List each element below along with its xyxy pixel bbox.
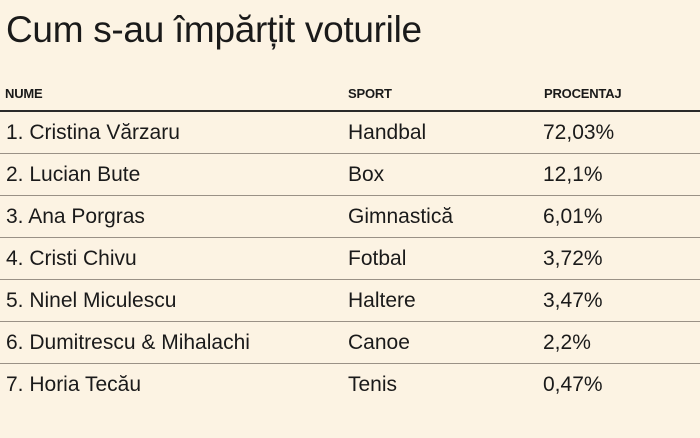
row-sport: Haltere [348,289,416,312]
row-name: 2. Lucian Bute [6,163,141,186]
row-sport: Canoe [348,331,410,354]
row-name: 4. Cristi Chivu [6,247,137,270]
column-header-name: NUME [5,86,43,101]
table-row: 2. Lucian Bute Box 12,1% [0,154,700,196]
table-row: 3. Ana Porgras Gimnastică 6,01% [0,196,700,238]
table-row: 1. Cristina Vărzaru Handbal 72,03% [0,112,700,154]
row-percent: 3,47% [543,289,603,312]
row-percent: 2,2% [543,331,591,354]
row-percent: 3,72% [543,247,603,270]
table-row: 5. Ninel Miculescu Haltere 3,47% [0,280,700,322]
row-name: 1. Cristina Vărzaru [6,121,180,144]
page-title: Cum s-au împărțit voturile [6,9,422,50]
row-name: 7. Horia Tecău [6,373,142,396]
row-percent: 6,01% [543,205,603,228]
row-sport: Gimnastică [348,205,454,228]
table-row: 6. Dumitrescu & Mihalachi Canoe 2,2% [0,322,700,364]
row-percent: 0,47% [543,373,603,396]
row-sport: Fotbal [348,247,407,270]
row-name: 5. Ninel Miculescu [6,289,177,312]
row-sport: Box [348,163,385,186]
row-percent: 72,03% [543,121,615,144]
row-name: 6. Dumitrescu & Mihalachi [6,331,250,354]
column-header-sport: SPORT [348,86,392,101]
table-header: NUME SPORT PROCENTAJ [0,78,700,112]
row-sport: Handbal [348,121,427,144]
column-header-percent: PROCENTAJ [544,86,622,101]
row-percent: 12,1% [543,163,603,186]
table-row: 4. Cristi Chivu Fotbal 3,72% [0,238,700,280]
table-row: 7. Horia Tecău Tenis 0,47% [0,364,700,406]
row-sport: Tenis [348,373,398,396]
row-name: 3. Ana Porgras [6,205,145,228]
results-table: 1. Cristina Vărzaru Handbal 72,03% 2. Lu… [0,112,700,406]
